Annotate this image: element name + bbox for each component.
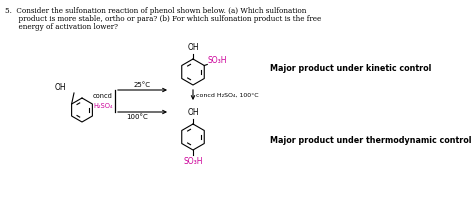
Text: SO₃H: SO₃H (183, 157, 203, 166)
Text: energy of activation lower?: energy of activation lower? (5, 23, 118, 31)
Text: H₂SO₄: H₂SO₄ (93, 103, 113, 109)
Text: concd H₂SO₄, 100°C: concd H₂SO₄, 100°C (196, 92, 259, 97)
Text: Major product under kinetic control: Major product under kinetic control (270, 64, 431, 73)
Text: concd: concd (93, 93, 113, 99)
Text: OH: OH (187, 43, 199, 52)
Text: OH: OH (55, 83, 66, 92)
Text: 25°C: 25°C (134, 82, 151, 88)
Text: 100°C: 100°C (127, 114, 148, 120)
Text: product is more stable, ortho or para? (b) For which sulfonation product is the : product is more stable, ortho or para? (… (5, 15, 321, 23)
Text: OH: OH (187, 108, 199, 117)
Text: 5.  Consider the sulfonation reaction of phenol shown below. (a) Which sulfonati: 5. Consider the sulfonation reaction of … (5, 7, 306, 15)
Text: Major product under thermodynamic control: Major product under thermodynamic contro… (270, 136, 472, 145)
Text: SO₃H: SO₃H (207, 55, 227, 64)
